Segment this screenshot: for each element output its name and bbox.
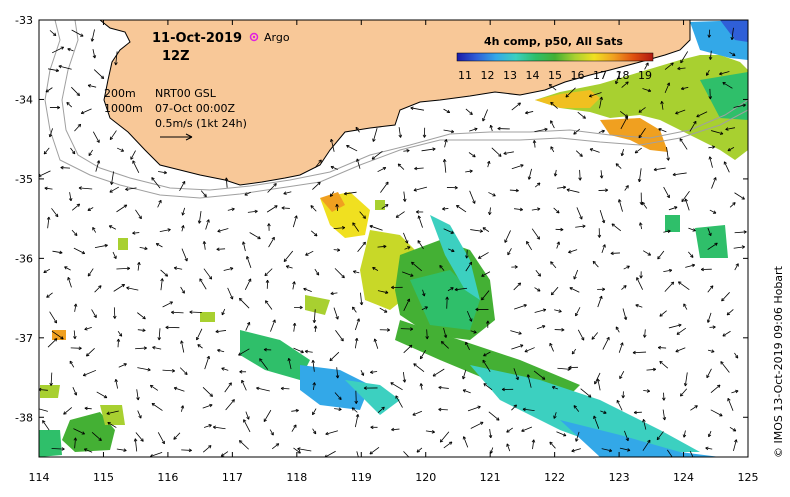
map-hour: 12Z [162,49,190,64]
lat-tick-label: -38 [15,411,33,424]
colorbar-tick-label: 19 [638,69,652,82]
sst-patch-west-4 [40,385,60,398]
lon-tick-label: 119 [351,471,372,484]
depth-label-1000: 1000m [104,102,143,115]
lat-tick-label: -33 [15,14,33,27]
colorbar-tick-label: 18 [616,69,630,82]
lat-tick-label: -36 [15,252,33,265]
colorbar-tick-label: 12 [481,69,495,82]
lon-tick-label: 122 [544,471,565,484]
lon-tick-label: 124 [673,471,694,484]
colorbar-tick-label: 16 [571,69,585,82]
legend-title: 4h comp, p50, All Sats [484,35,623,48]
lon-tick-label: 125 [738,471,759,484]
lat-tick-label: -35 [15,173,33,186]
current-source: NRT00 GSL [155,87,217,100]
sst-patch-small-2 [200,312,215,322]
map-date: 11-Oct-2019 [152,31,242,46]
sst-patch-small-6 [375,200,385,210]
lon-tick-label: 115 [93,471,114,484]
sst-patch-small-1 [118,238,128,250]
depth-label-200: 200m [104,87,136,100]
colorbar-tick-label: 17 [593,69,607,82]
lon-tick-label: 118 [286,471,307,484]
sst-patch-west-orange [52,330,66,340]
colorbar-tick-label: 14 [526,69,540,82]
lon-tick-label: 114 [29,471,50,484]
sst-patch-small-4 [665,215,680,232]
colorbar-tick-label: 15 [548,69,562,82]
vector-scale-label: 0.5m/s (1kt 24h) [155,117,247,130]
credit-text: © IMOS 13-Oct-2019 09:06 Hobart [772,265,785,458]
lat-tick-label: -34 [15,93,33,106]
lon-tick-label: 121 [480,471,501,484]
argo-label: Argo [264,31,290,44]
lon-tick-label: 120 [415,471,436,484]
lon-tick-label: 123 [609,471,630,484]
lon-tick-label: 116 [157,471,178,484]
current-time: 07-Oct 00:00Z [155,102,235,115]
colorbar-tick-label: 13 [503,69,517,82]
lon-tick-label: 117 [222,471,243,484]
colorbar [457,53,653,61]
colorbar-ticks: 11 12 13 14 15 16 17 18 19 [458,69,652,82]
sst-patch-small-5 [695,225,728,258]
sst-patch-west-3 [39,430,62,457]
lat-tick-label: -37 [15,332,33,345]
colorbar-tick-label: 11 [458,69,472,82]
